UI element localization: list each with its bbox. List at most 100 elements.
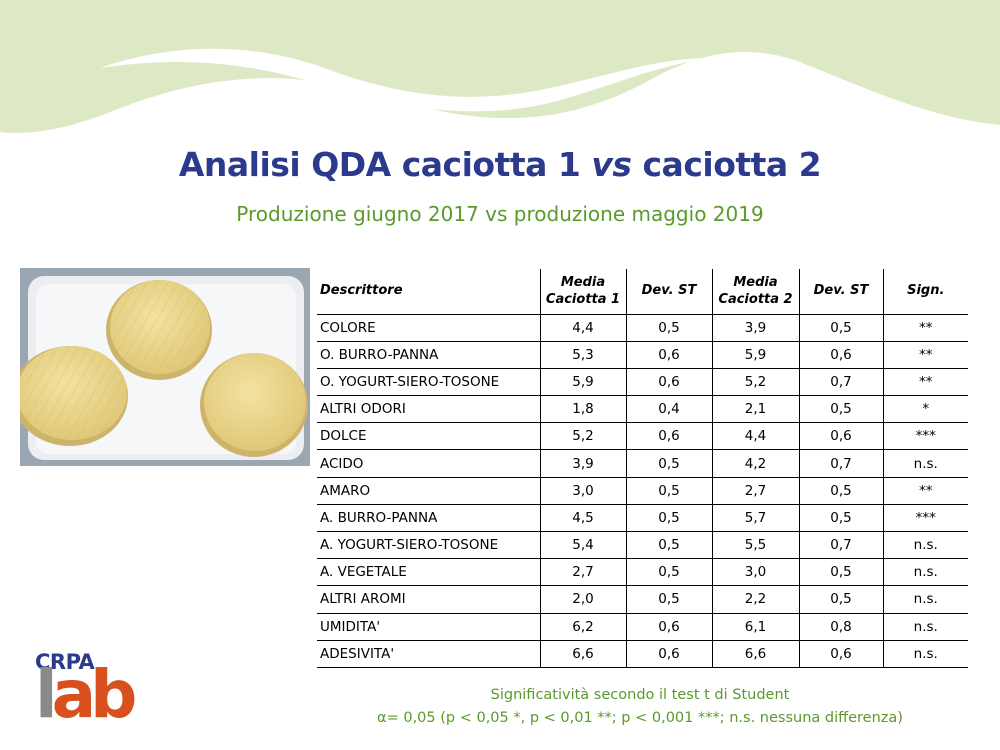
footnote-test: Significatività secondo il test t di Stu… — [490, 687, 790, 703]
cell-media-2: 2,7 — [711, 476, 800, 505]
cell-descrittore: UMIDITA' — [317, 612, 541, 641]
cell-descrittore: COLORE — [317, 314, 541, 342]
cell-descrittore: DOLCE — [317, 422, 541, 451]
cell-sign: n.s. — [882, 558, 968, 587]
cell-dev-st-2: 0,5 — [798, 395, 884, 424]
table-row: ACIDO 3,9 0,5 4,2 0,7 n.s. — [317, 449, 968, 478]
cell-sign: *** — [882, 503, 968, 533]
table-row: COLORE 4,4 0,5 3,9 0,5 ** — [317, 314, 968, 342]
cell-dev-st-1: 0,6 — [625, 422, 713, 451]
cell-media-1: 5,2 — [539, 422, 627, 451]
cell-dev-st-2: 0,5 — [798, 476, 884, 505]
cell-media-2: 4,4 — [711, 422, 800, 451]
cell-media-2: 6,1 — [711, 612, 800, 641]
cell-descrittore: ADESIVITA' — [317, 639, 541, 668]
cell-dev-st-1: 0,6 — [625, 340, 713, 369]
cell-descrittore: A. VEGETALE — [317, 558, 541, 587]
cell-dev-st-2: 0,7 — [798, 449, 884, 478]
cell-descrittore: A. YOGURT-SIERO-TOSONE — [317, 530, 541, 560]
table-header-row: Descrittore Media Caciotta 1 Dev. ST Medi… — [317, 269, 968, 315]
cell-dev-st-1: 0,6 — [625, 367, 713, 397]
cell-media-2: 4,2 — [711, 449, 800, 478]
cell-sign: n.s. — [882, 585, 968, 614]
cell-media-1: 6,2 — [539, 612, 627, 641]
cell-media-1: 3,9 — [539, 449, 627, 478]
table-row: ALTRI AROMI 2,0 0,5 2,2 0,5 n.s. — [317, 585, 968, 614]
cheese-photo — [20, 268, 310, 466]
cell-dev-st-1: 0,6 — [625, 612, 713, 641]
cell-media-2: 3,0 — [711, 558, 800, 587]
cell-descrittore: ALTRI ODORI — [317, 395, 541, 424]
cell-dev-st-2: 0,5 — [798, 585, 884, 614]
cell-descrittore: O. YOGURT-SIERO-TOSONE — [317, 367, 541, 397]
header-wave — [0, 0, 1000, 134]
header-dev-st-1: Dev. ST — [625, 269, 713, 315]
cell-sign: ** — [882, 340, 968, 369]
cell-media-2: 3,9 — [711, 314, 800, 342]
logo-lab-text: lab — [35, 656, 137, 733]
cell-sign: n.s. — [882, 449, 968, 478]
logo-crpa-text: CRPA — [35, 650, 95, 674]
cell-media-2: 6,6 — [711, 639, 800, 668]
cell-media-2: 5,9 — [711, 340, 800, 369]
cell-media-1: 5,9 — [539, 367, 627, 397]
table-row: ALTRI ODORI 1,8 0,4 2,1 0,5 * — [317, 395, 968, 424]
cell-media-2: 5,7 — [711, 503, 800, 533]
qda-table: Descrittore Media Caciotta 1 Dev. ST Medi… — [317, 269, 968, 668]
cell-media-1: 5,4 — [539, 530, 627, 560]
table-row: AMARO 3,0 0,5 2,7 0,5 ** — [317, 476, 968, 505]
cell-dev-st-1: 0,5 — [625, 449, 713, 478]
cell-dev-st-2: 0,5 — [798, 558, 884, 587]
cell-descrittore: AMARO — [317, 476, 541, 505]
cell-media-1: 5,3 — [539, 340, 627, 369]
cell-dev-st-1: 0,6 — [625, 639, 713, 668]
header-sign: Sign. — [882, 269, 968, 315]
cell-descrittore: ACIDO — [317, 449, 541, 478]
cell-descrittore: A. BURRO-PANNA — [317, 503, 541, 533]
cell-dev-st-2: 0,6 — [798, 639, 884, 668]
table-row: A. VEGETALE 2,7 0,5 3,0 0,5 n.s. — [317, 558, 968, 587]
cell-dev-st-2: 0,8 — [798, 612, 884, 641]
cell-dev-st-1: 0,5 — [625, 314, 713, 342]
cell-dev-st-1: 0,5 — [625, 476, 713, 505]
cell-sign: ** — [882, 476, 968, 505]
cell-dev-st-1: 0,5 — [625, 503, 713, 533]
cell-media-1: 3,0 — [539, 476, 627, 505]
cell-dev-st-2: 0,7 — [798, 530, 884, 560]
cell-sign: n.s. — [882, 639, 968, 668]
cell-sign: n.s. — [882, 612, 968, 641]
cell-dev-st-2: 0,5 — [798, 314, 884, 342]
table-row: UMIDITA' 6,2 0,6 6,1 0,8 n.s. — [317, 612, 968, 641]
cell-media-2: 2,2 — [711, 585, 800, 614]
header-media-caciotta-1: Media Caciotta 1 — [539, 269, 627, 315]
cell-media-2: 2,1 — [711, 395, 800, 424]
cell-dev-st-2: 0,5 — [798, 503, 884, 533]
footnote-legend: α= 0,05 (p < 0,05 *, p < 0,01 **; p < 0,… — [377, 710, 903, 726]
cell-media-1: 6,6 — [539, 639, 627, 668]
cell-dev-st-1: 0,5 — [625, 558, 713, 587]
cell-dev-st-1: 0,5 — [625, 530, 713, 560]
cell-media-1: 2,7 — [539, 558, 627, 587]
table-row: O. BURRO-PANNA 5,3 0,6 5,9 0,6 ** — [317, 340, 968, 369]
page-subtitle: Produzione giugno 2017 vs produzione mag… — [236, 202, 764, 226]
cell-descrittore: ALTRI AROMI — [317, 585, 541, 614]
cell-media-1: 1,8 — [539, 395, 627, 424]
cell-dev-st-1: 0,5 — [625, 585, 713, 614]
cell-dev-st-1: 0,4 — [625, 395, 713, 424]
cell-media-1: 4,5 — [539, 503, 627, 533]
header-media-caciotta-2: Media Caciotta 2 — [711, 269, 800, 315]
header-descrittore: Descrittore — [317, 269, 541, 315]
cell-media-1: 2,0 — [539, 585, 627, 614]
cell-media-2: 5,5 — [711, 530, 800, 560]
header-dev-st-2: Dev. ST — [798, 269, 884, 315]
cell-sign: ** — [882, 367, 968, 397]
table-row: A. BURRO-PANNA 4,5 0,5 5,7 0,5 *** — [317, 503, 968, 533]
cell-descrittore: O. BURRO-PANNA — [317, 340, 541, 369]
cell-dev-st-2: 0,6 — [798, 340, 884, 369]
cell-sign: *** — [882, 422, 968, 451]
cell-sign: n.s. — [882, 530, 968, 560]
page-title: Analisi QDA caciotta 1 vs caciotta 2 — [178, 145, 822, 184]
cell-sign: * — [882, 395, 968, 424]
cell-sign: ** — [882, 314, 968, 342]
cell-media-1: 4,4 — [539, 314, 627, 342]
